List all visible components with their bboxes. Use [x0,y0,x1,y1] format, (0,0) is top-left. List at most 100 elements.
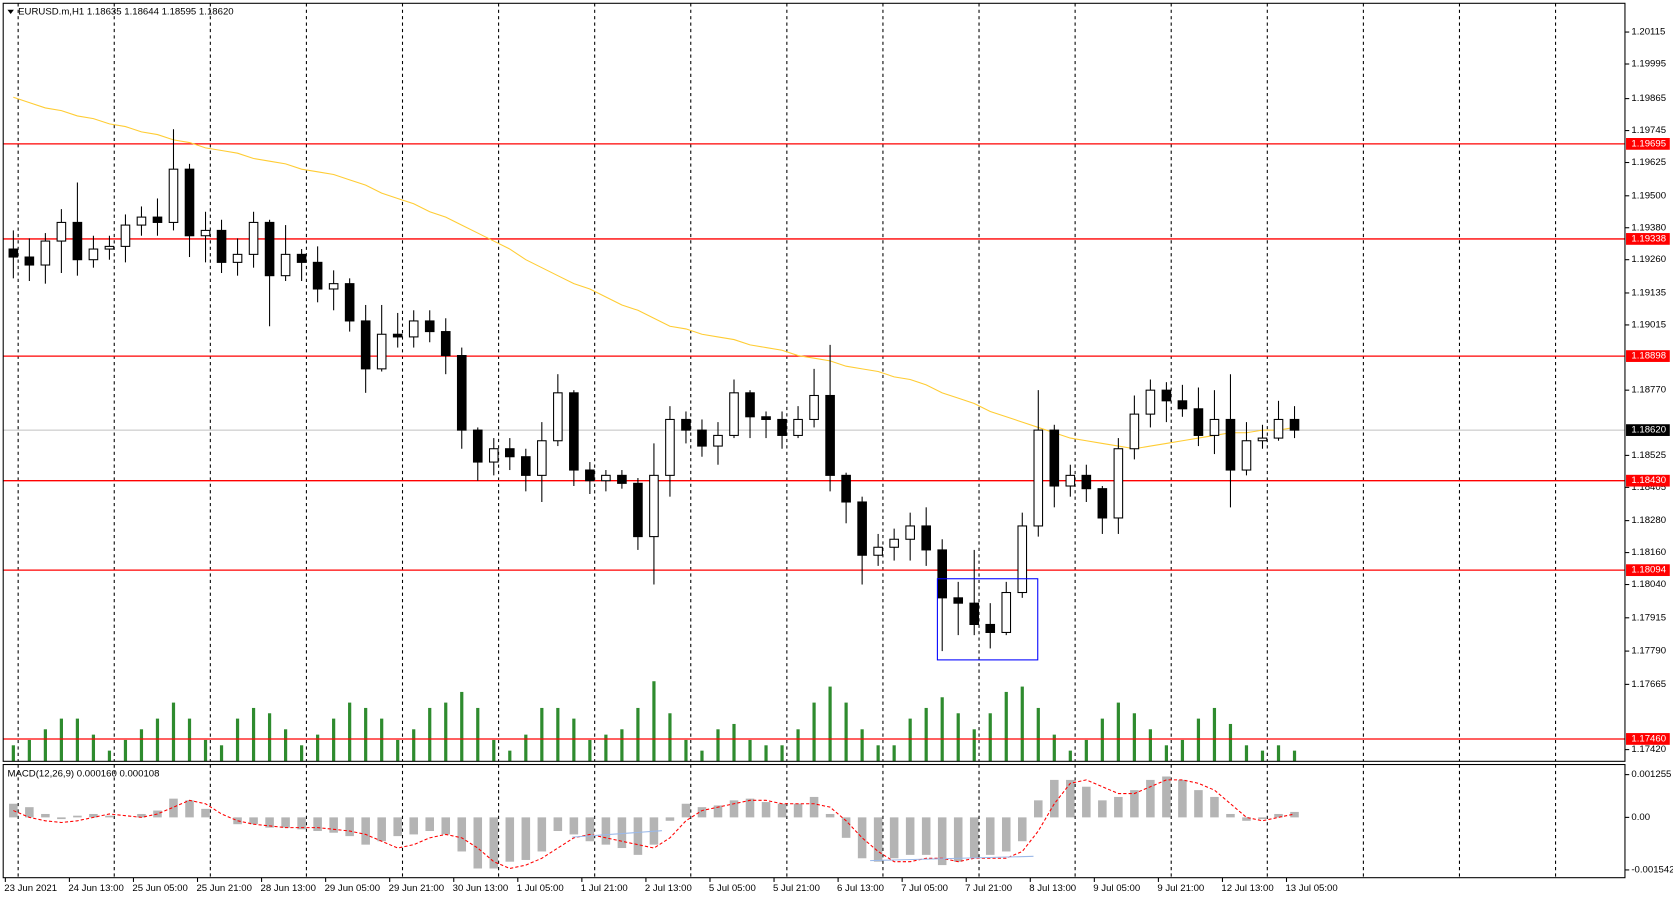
volume-bar [171,702,176,762]
volume-bar [1132,713,1136,762]
y-tick-label: 1.19500 [1631,190,1666,201]
macd-bar [249,817,258,825]
macd-bar [57,817,66,820]
candle-body [921,525,931,551]
level-label: 1.19695 [1631,138,1666,149]
macd-bar [745,798,755,818]
y-tick-label: 1.19995 [1631,59,1666,70]
macd-bar [585,817,595,842]
volume-bar [1084,739,1088,762]
macd-bar [1210,796,1219,818]
level-label-box [1626,564,1670,577]
volume-bar [267,713,272,762]
macd-bar [617,817,627,849]
volume-bar [396,739,400,762]
macd-bar [953,817,963,862]
x-tick-label: 1 Jul 05:00 [517,883,564,894]
menu-arrow[interactable] [7,9,14,14]
chart-title: EURUSD.m,H1 1.18635 1.18644 1.18595 1.18… [18,6,233,17]
volume-bar [187,718,192,762]
volume-bar [1052,734,1056,762]
volume-bar [364,707,368,762]
volume-bar [1212,707,1217,762]
volume-bar [988,713,992,762]
candle-body [1129,413,1140,450]
macd-bar [361,817,370,845]
grid [17,3,1557,878]
macd-y-tick-label: -0.001542 [1631,864,1673,875]
x-tick-label: 5 Jul 21:00 [773,883,820,894]
macd-bar [729,800,739,818]
volume-bar [604,734,608,762]
macd-bar [1162,776,1171,818]
macd-bar [1258,817,1267,820]
volume-bar [716,729,720,762]
volume-bar [620,729,624,762]
candle-body [312,261,323,290]
macd-bar [489,817,499,869]
level-label: 1.18898 [1631,351,1666,362]
candle-body [745,392,755,418]
macd-bar [937,817,947,866]
candle-body [1161,389,1172,402]
volume-bar [924,707,928,762]
candle-body [296,253,307,263]
y-tick-label: 1.18280 [1631,515,1666,526]
candle-body [152,216,163,223]
candle-body [793,418,803,436]
macd-bar [89,813,98,818]
candle-body [472,429,483,463]
macd-bar [377,817,386,842]
volume-bar [203,739,208,762]
volume-bar [764,745,768,762]
x-tick-label: 29 Jun 05:00 [325,883,380,894]
macd-bar [473,817,483,869]
candle-body [873,546,883,556]
volume-bar [1020,686,1024,762]
volume-bar [652,681,656,762]
candle-body [40,240,51,266]
macd-bar [905,817,915,855]
candle-body [264,221,275,277]
candle-body [841,474,851,503]
y-tick-label: 1.19015 [1631,319,1666,330]
candle-body [1113,448,1124,519]
macd-bar [393,817,402,837]
candle-body [1081,474,1092,490]
macd-bar [761,802,771,818]
volume-bar [155,718,160,762]
macd-y-tick-label: 0.00 [1631,812,1650,823]
y-tick-label: 1.19380 [1631,222,1666,233]
macd-bar [569,817,579,835]
macd-bar [1146,779,1155,818]
level-label-box [1626,474,1670,487]
candle-body [857,501,867,556]
x-tick-label: 7 Jul 05:00 [901,883,948,894]
volume-bar [1068,750,1072,762]
x-tick-label: 2 Jul 13:00 [645,883,692,894]
macd-bar [1114,796,1123,818]
candle-body [585,469,595,482]
macd-bar [441,817,451,835]
level-label: 1.18430 [1631,475,1666,486]
macd-bar [201,808,210,818]
volume-bar [956,713,960,762]
macd-bar [1242,817,1251,821]
volume-bar [235,718,240,762]
volume-bar [444,702,448,762]
volume-bar [75,718,80,762]
macd-bar [409,817,418,835]
macd-bar [9,803,18,818]
candle-body [825,394,835,476]
x-tick-label: 30 Jun 13:00 [453,883,508,894]
candle-body [649,474,659,538]
candle-body [729,392,739,436]
volume-bar [1004,691,1008,762]
y-tick-label: 1.19625 [1631,157,1666,168]
macd-bar [457,817,467,852]
drawn-rectangle [936,578,1039,661]
plot [3,96,1625,870]
volume-bar [1036,707,1040,762]
candle-body [72,221,83,261]
candle-body [200,229,211,237]
